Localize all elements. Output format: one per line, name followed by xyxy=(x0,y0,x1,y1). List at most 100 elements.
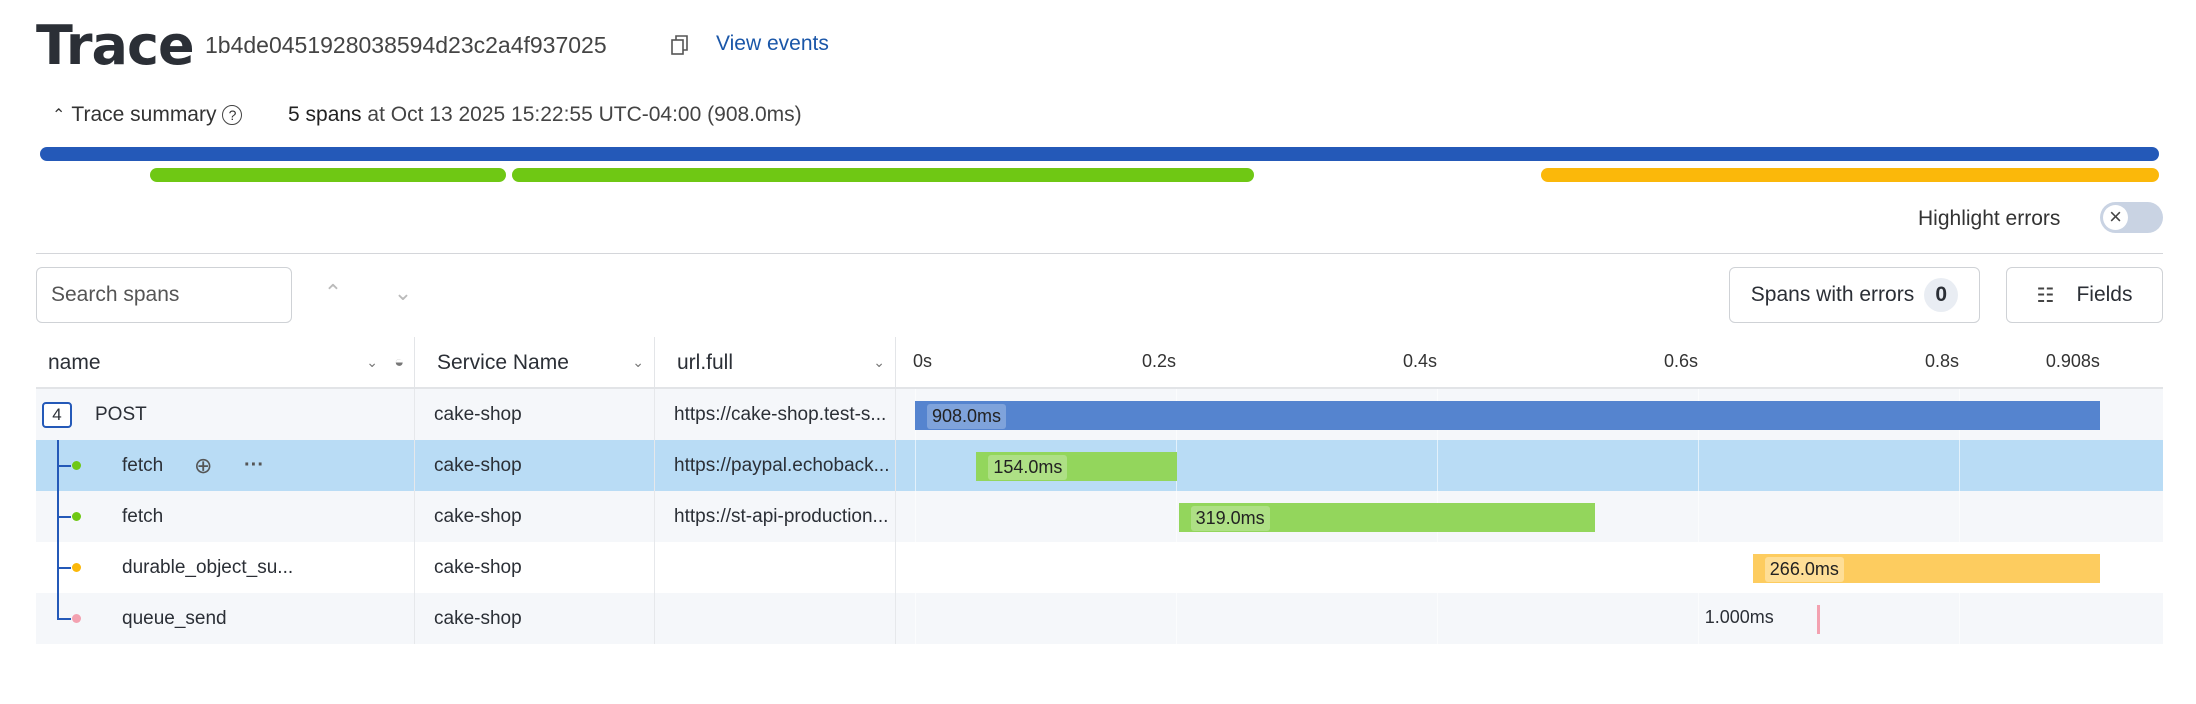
span-name[interactable]: fetch xyxy=(122,454,164,476)
table-row[interactable]: fetch ⊕ ··· cake-shop https://paypal.echobac… xyxy=(36,440,2163,491)
span-name[interactable]: POST xyxy=(95,403,147,425)
grid-line xyxy=(1437,542,1438,593)
span-name[interactable]: fetch xyxy=(122,505,164,527)
view-events-link[interactable]: View events xyxy=(716,32,829,55)
grid-line xyxy=(1176,491,1177,542)
at-label: at xyxy=(367,103,385,126)
chevron-up-icon: ⌃ xyxy=(52,107,66,124)
column-header-url[interactable]: url.full ⌄ xyxy=(655,337,896,388)
span-duration-label: 266.0ms xyxy=(1764,557,1844,582)
divider xyxy=(36,253,2163,254)
tree-branch xyxy=(57,618,71,620)
timeline-tick-label: 0.908s xyxy=(2045,351,2100,371)
next-match-icon[interactable]: ⌄ xyxy=(393,280,413,305)
grid-line xyxy=(1698,542,1699,593)
status-dot-icon xyxy=(72,563,81,572)
fields-label: Fields xyxy=(2076,283,2133,306)
tree-branch xyxy=(57,465,71,467)
chevron-down-icon[interactable]: ⌄ xyxy=(873,354,885,370)
color-drop-icon[interactable]: ◒ xyxy=(394,353,404,371)
trace-id: 1b4de0451928038594d23c2a4f937025 xyxy=(205,32,607,58)
span-count: 5 spans xyxy=(288,103,362,126)
grid-line xyxy=(915,593,916,644)
grid-line xyxy=(1959,440,1960,491)
more-options-icon[interactable]: ··· xyxy=(244,454,264,476)
table-row[interactable]: durable_object_su... cake-shop 266.0ms xyxy=(36,542,2163,593)
column-service-label: Service Name xyxy=(437,350,569,374)
span-duration-label: 908.0ms xyxy=(927,404,1007,429)
timeline-cell: 154.0ms xyxy=(896,440,2163,491)
timeline-tick-label: 0.4s xyxy=(1402,351,1437,371)
close-icon: × xyxy=(2103,205,2128,230)
timeline-cell: 1.000ms xyxy=(896,593,2163,644)
table-row[interactable]: 4 POST cake-shop https://cake-shop.test-s..… xyxy=(36,389,2163,440)
tree-branch xyxy=(57,516,71,518)
url-cell: https://st-api-production... xyxy=(655,491,896,542)
service-cell: cake-shop xyxy=(415,440,655,491)
status-dot-icon xyxy=(72,614,81,623)
span-bar[interactable]: 154.0ms xyxy=(976,452,1178,481)
table-row[interactable]: fetch cake-shop https://st-api-production.… xyxy=(36,491,2163,542)
timeline-cell: 319.0ms xyxy=(896,491,2163,542)
span-duration-label: 1.000ms xyxy=(1704,607,1774,627)
chevron-down-icon[interactable]: ⌄ xyxy=(632,354,644,370)
previous-match-icon[interactable]: ⌃ xyxy=(323,280,343,305)
timeline-cell: 266.0ms xyxy=(896,542,2163,593)
status-dot-icon xyxy=(72,512,81,521)
grid-line xyxy=(1698,491,1699,542)
grid-line xyxy=(1698,593,1699,644)
tree-connector xyxy=(57,593,59,619)
copy-icon[interactable] xyxy=(670,34,690,56)
grid-line xyxy=(1698,440,1699,491)
grid-line xyxy=(1176,593,1177,644)
timeline-cell: 908.0ms xyxy=(896,389,2163,440)
span-duration-label: 319.0ms xyxy=(1190,506,1270,531)
highlight-errors-label: Highlight errors xyxy=(1918,207,2061,230)
timeline-tick-label: 0.2s xyxy=(1141,351,1176,371)
url-cell xyxy=(655,542,896,593)
service-cell: cake-shop xyxy=(415,491,655,542)
span-bar[interactable]: 266.0ms xyxy=(1752,554,2100,583)
zoom-in-icon[interactable]: ⊕ xyxy=(194,452,213,478)
service-cell: cake-shop xyxy=(415,542,655,593)
column-header-service[interactable]: Service Name ⌄ xyxy=(415,337,655,388)
grid-line xyxy=(915,542,916,593)
span-name[interactable]: queue_send xyxy=(122,607,227,629)
name-cell: queue_send xyxy=(36,593,415,644)
table-row[interactable]: queue_send cake-shop 1.000ms xyxy=(36,593,2163,644)
help-icon[interactable]: ? xyxy=(222,105,243,125)
span-name[interactable]: durable_object_su... xyxy=(122,556,294,578)
child-count-badge[interactable]: 4 xyxy=(42,402,72,428)
column-url-label: url.full xyxy=(677,350,734,374)
spans-with-errors-label: Spans with errors xyxy=(1750,283,1915,306)
trace-summary-toggle[interactable]: ⌃ Trace summary ? xyxy=(52,103,243,127)
column-header-name[interactable]: name ⌄ ◒ xyxy=(36,337,415,388)
span-bar[interactable] xyxy=(1816,605,1820,634)
column-name-label: name xyxy=(48,350,101,374)
highlight-errors-toggle[interactable]: × xyxy=(2100,202,2163,233)
fields-button[interactable]: ☷ Fields xyxy=(2006,267,2163,323)
minimap-span-bar xyxy=(1541,168,2159,182)
service-cell: cake-shop xyxy=(415,389,655,440)
page-title: Trace xyxy=(36,14,195,77)
search-spans-input[interactable] xyxy=(36,267,292,323)
minimap-span-bar xyxy=(149,168,506,182)
grid-line xyxy=(915,440,916,491)
error-count-badge: 0 xyxy=(1924,278,1959,312)
name-cell: 4 POST xyxy=(36,389,415,440)
minimap-span-bar xyxy=(40,147,2159,161)
name-cell: fetch ⊕ ··· xyxy=(36,440,415,491)
name-cell: fetch xyxy=(36,491,415,542)
trace-timestamp: Oct 13 2025 15:22:55 UTC-04:00 xyxy=(390,103,702,126)
span-duration-label: 154.0ms xyxy=(988,455,1068,480)
trace-duration: (908.0ms) xyxy=(707,103,802,126)
chevron-down-icon[interactable]: ⌄ xyxy=(366,354,378,370)
grid-line xyxy=(1437,440,1438,491)
url-cell: https://paypal.echoback... xyxy=(655,440,896,491)
timeline-tick-label: 0.6s xyxy=(1663,351,1698,371)
service-cell: cake-shop xyxy=(415,593,655,644)
spans-with-errors-button[interactable]: Spans with errors 0 xyxy=(1729,267,1980,323)
span-bar[interactable]: 319.0ms xyxy=(1178,503,1595,532)
span-bar[interactable]: 908.0ms xyxy=(915,401,2100,430)
timeline-tick-label: 0s xyxy=(913,351,933,371)
